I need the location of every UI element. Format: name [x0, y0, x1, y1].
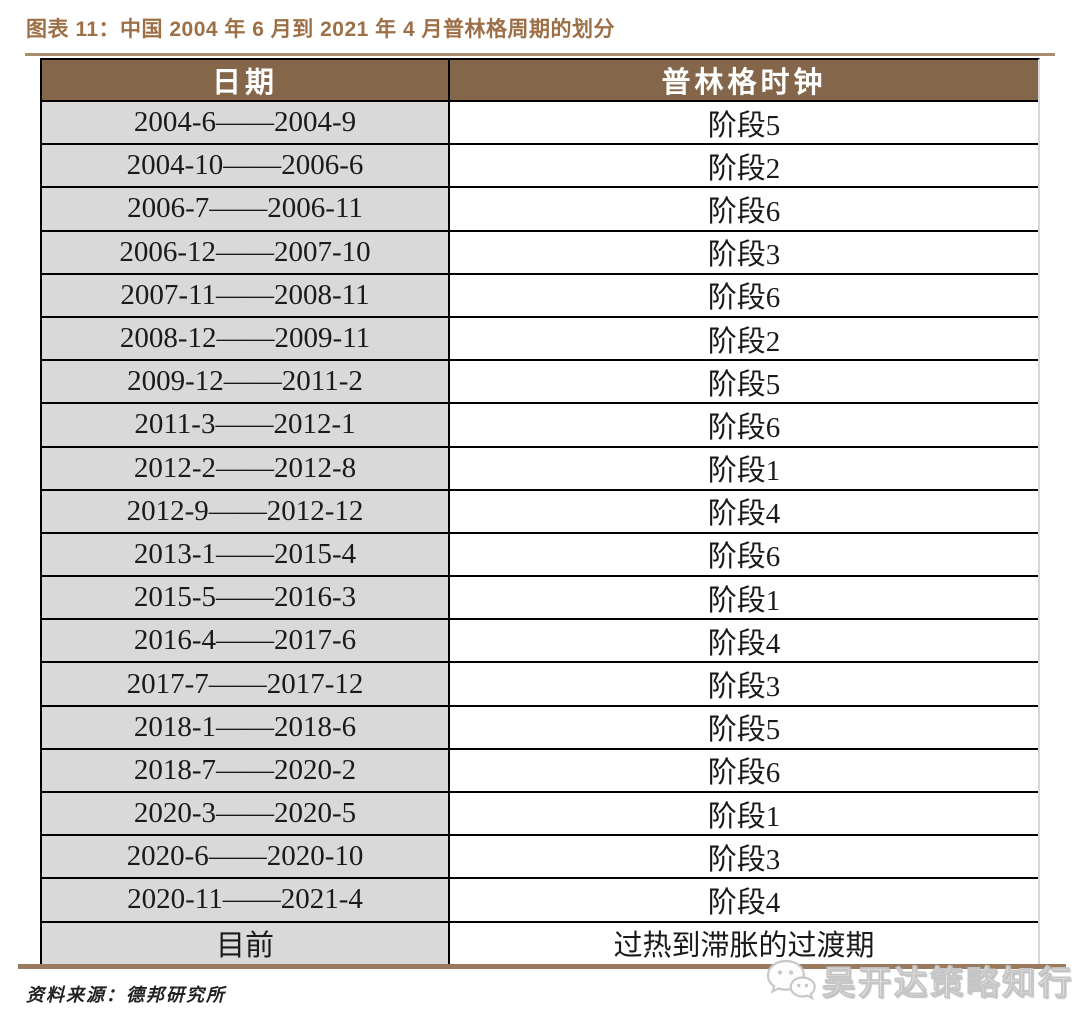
- watermark-text: 吴开达策略知行: [822, 964, 1074, 1002]
- stage-cell: 阶段3: [450, 231, 1038, 273]
- stage-cell: 阶段6: [450, 533, 1038, 576]
- table-row: 2018-7——2020-2 阶段6: [42, 747, 1038, 791]
- watermark: 吴开达策略知行: [766, 956, 1074, 1004]
- stage-cell: 阶段2: [450, 145, 1038, 187]
- source-note: 资料来源：德邦研究所: [26, 985, 226, 1005]
- pring-cycle-table: 日期 普林格时钟 2004-6——2004-9 阶段5 2004-10——200…: [40, 58, 1040, 967]
- stage-cell: 阶段6: [450, 404, 1038, 446]
- table-row: 2004-10——2006-6 阶段2: [42, 143, 1038, 187]
- date-cell: 2017-7——2017-12: [42, 663, 450, 705]
- table-row: 目前 过热到滞胀的过渡期: [42, 920, 1038, 964]
- table-row: 2011-3——2012-1 阶段6: [42, 402, 1038, 446]
- table-row: 2017-7——2017-12 阶段3: [42, 661, 1038, 705]
- figure-title: 图表 11：中国 2004 年 6 月到 2021 年 4 月普林格周期的划分: [26, 18, 616, 41]
- column-header-pring-clock: 普林格时钟: [661, 67, 827, 99]
- date-cell: 2006-12——2007-10: [42, 231, 450, 273]
- date-cell: 2016-4——2017-6: [42, 620, 450, 662]
- date-cell: 2018-1——2018-6: [42, 706, 450, 748]
- table-row: 2009-12——2011-2 阶段5: [42, 359, 1038, 403]
- table-row: 2020-6——2020-10 阶段3: [42, 834, 1038, 878]
- stage-cell: 阶段4: [450, 620, 1038, 662]
- date-cell: 2012-2——2012-8: [42, 447, 450, 489]
- stage-cell: 阶段1: [450, 793, 1038, 835]
- stage-cell: 阶段5: [450, 361, 1038, 403]
- wechat-icon: [766, 959, 816, 1001]
- date-cell: 2020-11——2021-4: [42, 879, 450, 921]
- table-header-row: 日期 普林格时钟: [42, 60, 1038, 100]
- date-cell: 2013-1——2015-4: [42, 533, 450, 576]
- table-row: 2013-1——2015-4 阶段6: [42, 531, 1038, 576]
- stage-cell: 阶段6: [450, 274, 1038, 316]
- stage-cell: 阶段5: [450, 102, 1038, 144]
- stage-cell: 阶段1: [450, 577, 1038, 619]
- date-cell: 2011-3——2012-1: [42, 404, 450, 446]
- stage-cell: 阶段5: [450, 706, 1038, 748]
- stage-cell: 阶段3: [450, 663, 1038, 705]
- stage-cell: 阶段4: [450, 879, 1038, 921]
- table-row: 2006-7——2006-11 阶段6: [42, 186, 1038, 230]
- table-row: 2008-12——2009-11 阶段2: [42, 315, 1038, 360]
- bottom-rule: [18, 964, 1066, 969]
- table-row: 2018-1——2018-6 阶段5: [42, 704, 1038, 748]
- stage-cell: 过热到滞胀的过渡期: [450, 922, 1038, 964]
- date-cell: 目前: [42, 922, 450, 964]
- date-cell: 2009-12——2011-2: [42, 361, 450, 403]
- table-row: 2004-6——2004-9 阶段5: [42, 100, 1038, 144]
- table-row: 2020-11——2021-4 阶段4: [42, 877, 1038, 921]
- date-cell: 2007-11——2008-11: [42, 274, 450, 316]
- table-row: 2020-3——2020-5 阶段1: [42, 791, 1038, 835]
- column-header-date: 日期: [42, 60, 450, 100]
- date-cell: 2012-9——2012-12: [42, 490, 450, 532]
- date-cell: 2008-12——2009-11: [42, 317, 450, 360]
- stage-cell: 阶段2: [450, 317, 1038, 360]
- stage-cell: 阶段6: [450, 188, 1038, 230]
- date-cell: 2006-7——2006-11: [42, 188, 450, 230]
- date-cell: 2004-10——2006-6: [42, 145, 450, 187]
- stage-cell: 阶段6: [450, 749, 1038, 791]
- table-body: 2004-6——2004-9 阶段5 2004-10——2006-6 阶段2 2…: [42, 100, 1038, 964]
- table-row: 2016-4——2017-6 阶段4: [42, 618, 1038, 662]
- table-row: 2012-9——2012-12 阶段4: [42, 488, 1038, 532]
- date-cell: 2018-7——2020-2: [42, 749, 450, 791]
- date-cell: 2015-5——2016-3: [42, 577, 450, 619]
- table-row: 2006-12——2007-10 阶段3: [42, 229, 1038, 273]
- top-rule: [25, 53, 1055, 56]
- date-cell: 2020-6——2020-10: [42, 836, 450, 878]
- stage-cell: 阶段4: [450, 490, 1038, 532]
- stage-cell: 阶段3: [450, 836, 1038, 878]
- date-cell: 2004-6——2004-9: [42, 102, 450, 144]
- table-row: 2012-2——2012-8 阶段1: [42, 445, 1038, 489]
- table-row: 2015-5——2016-3 阶段1: [42, 575, 1038, 619]
- date-cell: 2020-3——2020-5: [42, 793, 450, 835]
- stage-cell: 阶段1: [450, 447, 1038, 489]
- table-row: 2007-11——2008-11 阶段6: [42, 272, 1038, 316]
